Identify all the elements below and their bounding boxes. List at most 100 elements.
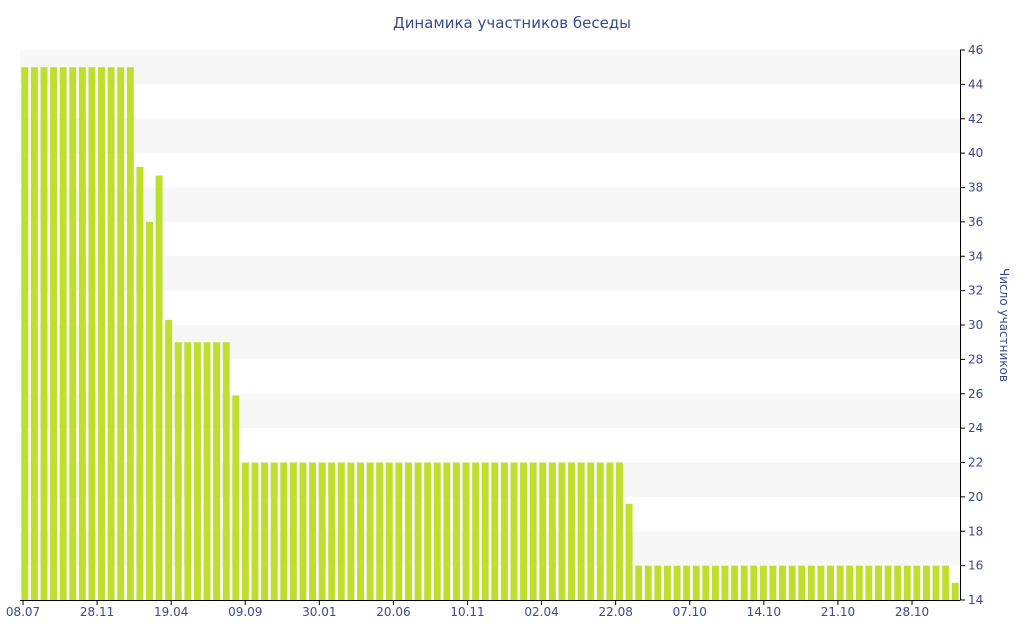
x-tick-label: 08.07 <box>6 605 40 619</box>
bar <box>750 565 758 601</box>
bar <box>405 462 412 600</box>
x-tick-label: 19.04 <box>154 605 188 619</box>
bar <box>232 395 240 600</box>
bar <box>472 462 480 600</box>
bar <box>414 462 422 600</box>
x-tick-label: 09.09 <box>228 605 262 619</box>
bar <box>558 462 566 600</box>
y-tick-label: 42 <box>968 112 983 126</box>
bar <box>616 462 623 600</box>
bar <box>884 565 892 601</box>
bar <box>903 565 911 601</box>
bar <box>251 462 259 600</box>
bar <box>596 462 604 600</box>
bar <box>136 166 144 600</box>
bar <box>568 462 575 600</box>
y-tick-label: 44 <box>968 77 983 91</box>
bar <box>673 565 681 601</box>
x-tick-label: 30.01 <box>302 605 336 619</box>
bar <box>318 462 326 600</box>
y-tick-label: 32 <box>968 284 983 298</box>
grid-band <box>20 187 960 222</box>
bar <box>174 342 182 600</box>
bar <box>692 565 700 601</box>
x-tick-label: 22.08 <box>598 605 632 619</box>
bar <box>395 462 403 600</box>
grid-band <box>20 50 960 85</box>
bar <box>462 462 470 600</box>
bar <box>942 565 950 601</box>
bar <box>21 67 29 600</box>
bar <box>309 462 317 600</box>
bar <box>606 462 614 600</box>
y-tick-label: 16 <box>968 559 983 573</box>
x-tick-label: 20.06 <box>376 605 410 619</box>
bar <box>807 565 815 601</box>
bar <box>270 462 278 600</box>
bar <box>654 565 662 601</box>
bar <box>951 582 959 600</box>
grid-band <box>20 256 960 291</box>
y-tick-label: 38 <box>968 181 983 195</box>
bar <box>769 565 777 601</box>
bar <box>241 462 249 600</box>
bar <box>577 462 585 600</box>
bar <box>759 565 767 601</box>
bar <box>107 67 115 600</box>
x-tick-label: 21.10 <box>821 605 855 619</box>
bar <box>155 175 163 600</box>
y-tick-label: 36 <box>968 215 983 229</box>
bar <box>376 462 384 600</box>
bar <box>846 565 854 601</box>
bar <box>817 565 825 601</box>
bar <box>443 462 451 600</box>
bar <box>366 462 374 600</box>
y-tick-label: 40 <box>968 146 983 160</box>
bar <box>702 565 710 601</box>
bar <box>452 462 460 600</box>
bar <box>539 462 547 600</box>
x-tick-label: 14.10 <box>747 605 781 619</box>
bar <box>213 342 221 600</box>
bar <box>69 67 77 600</box>
bar <box>117 67 125 600</box>
y-tick-label: 14 <box>968 593 983 607</box>
bar <box>194 342 201 600</box>
bar <box>932 565 940 601</box>
bar <box>433 462 441 600</box>
bar <box>865 565 873 601</box>
y-tick-label: 22 <box>968 456 983 470</box>
bar <box>894 565 902 601</box>
bar <box>779 565 787 601</box>
x-tick-label: 07.10 <box>673 605 707 619</box>
bar <box>328 462 336 600</box>
bar <box>855 565 863 601</box>
bar <box>126 67 134 600</box>
bar <box>50 67 58 600</box>
bar <box>644 565 652 601</box>
y-tick-label: 30 <box>968 318 983 332</box>
bar <box>299 462 307 600</box>
bar <box>222 342 230 600</box>
bar <box>836 565 844 601</box>
bar <box>261 462 269 600</box>
bar <box>731 565 739 601</box>
bar <box>203 342 211 600</box>
bar <box>683 565 691 601</box>
chart-title: Динамика участников беседы <box>392 14 632 32</box>
bar <box>798 565 806 601</box>
bar <box>721 565 729 601</box>
y-tick-label: 28 <box>968 352 983 366</box>
bar <box>827 565 834 601</box>
bar <box>30 67 38 600</box>
y-tick-label: 46 <box>968 43 983 57</box>
bar <box>529 462 537 600</box>
bar <box>146 221 153 601</box>
y-tick-label: 26 <box>968 387 983 401</box>
y-axis-title: Число участников <box>997 268 1011 382</box>
bar <box>98 67 105 600</box>
bar <box>913 565 921 601</box>
bar <box>59 67 67 600</box>
y-tick-label: 24 <box>968 421 983 435</box>
